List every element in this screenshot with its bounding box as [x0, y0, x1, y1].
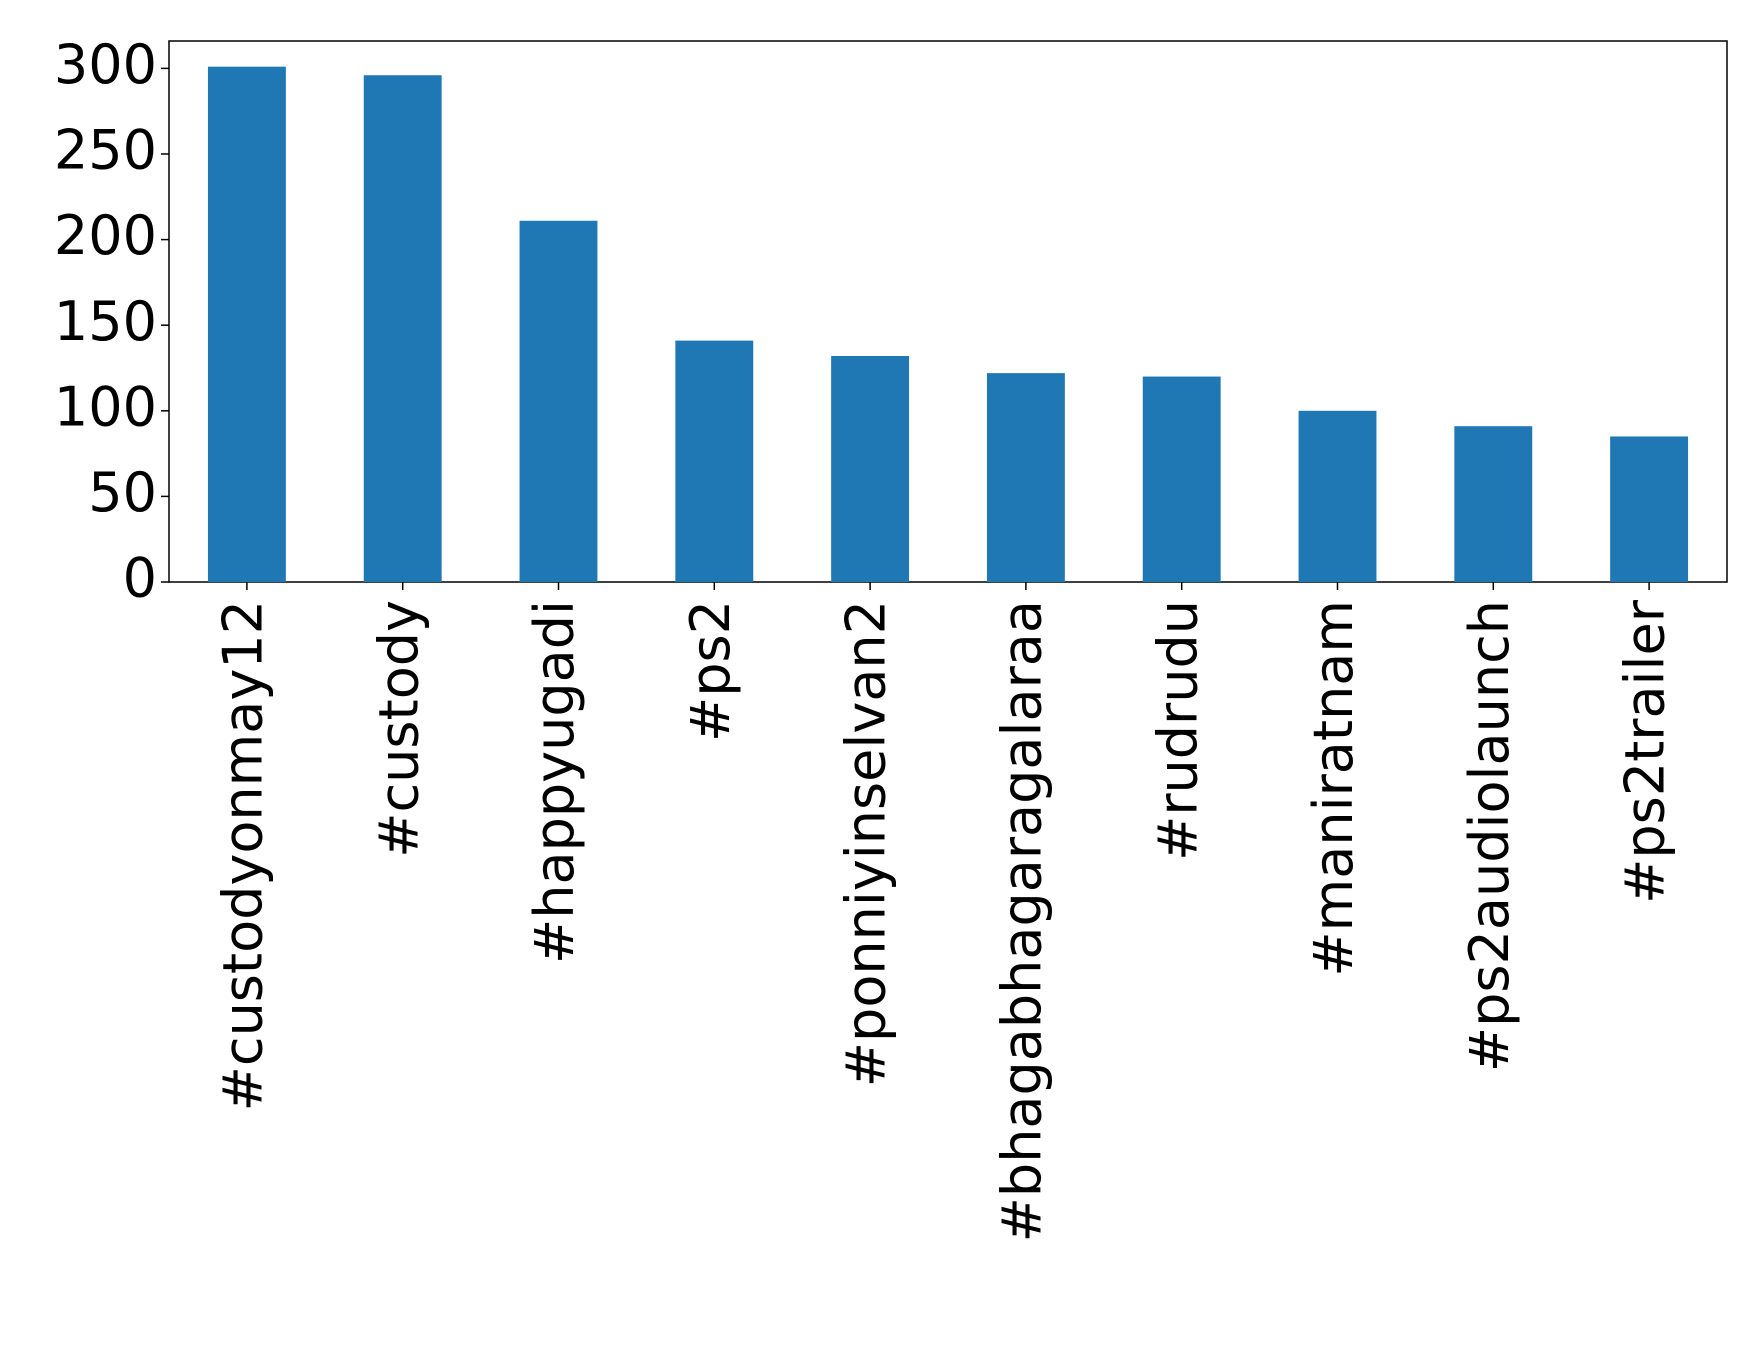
x-tick-label: #ps2audiolaunch — [1458, 600, 1521, 1072]
x-tick-label: #ps2 — [679, 600, 742, 742]
x-tick-label: #rudrudu — [1146, 600, 1209, 861]
bar — [1298, 410, 1377, 582]
x-tick-label: #happyugadi — [523, 600, 586, 964]
x-tick-label: #maniratnam — [1302, 600, 1365, 977]
y-tick-label: 200 — [54, 204, 157, 267]
bar — [207, 66, 286, 583]
bar — [1142, 376, 1221, 582]
x-tick-label: #ponniyinselvan2 — [835, 600, 898, 1087]
bar — [363, 75, 442, 582]
y-tick-label: 0 — [123, 547, 157, 610]
x-tick-label: #custody — [367, 600, 430, 858]
y-tick-label: 50 — [88, 461, 157, 524]
bar — [831, 356, 910, 582]
bar — [675, 340, 754, 582]
bar — [519, 220, 598, 582]
bar — [1610, 436, 1689, 582]
x-tick-label: #custodyonmay12 — [212, 600, 275, 1111]
bar — [986, 373, 1065, 582]
y-tick-label: 250 — [54, 119, 157, 182]
bar — [1454, 426, 1533, 582]
x-tick-label: #ps2trailer — [1614, 599, 1677, 904]
y-tick-label: 100 — [54, 375, 157, 438]
x-tick-label: #bhagabhagaragalaraa — [991, 600, 1054, 1242]
plot-frame — [168, 40, 1728, 583]
y-tick-label: 300 — [54, 33, 157, 96]
y-tick-label: 150 — [54, 290, 157, 353]
